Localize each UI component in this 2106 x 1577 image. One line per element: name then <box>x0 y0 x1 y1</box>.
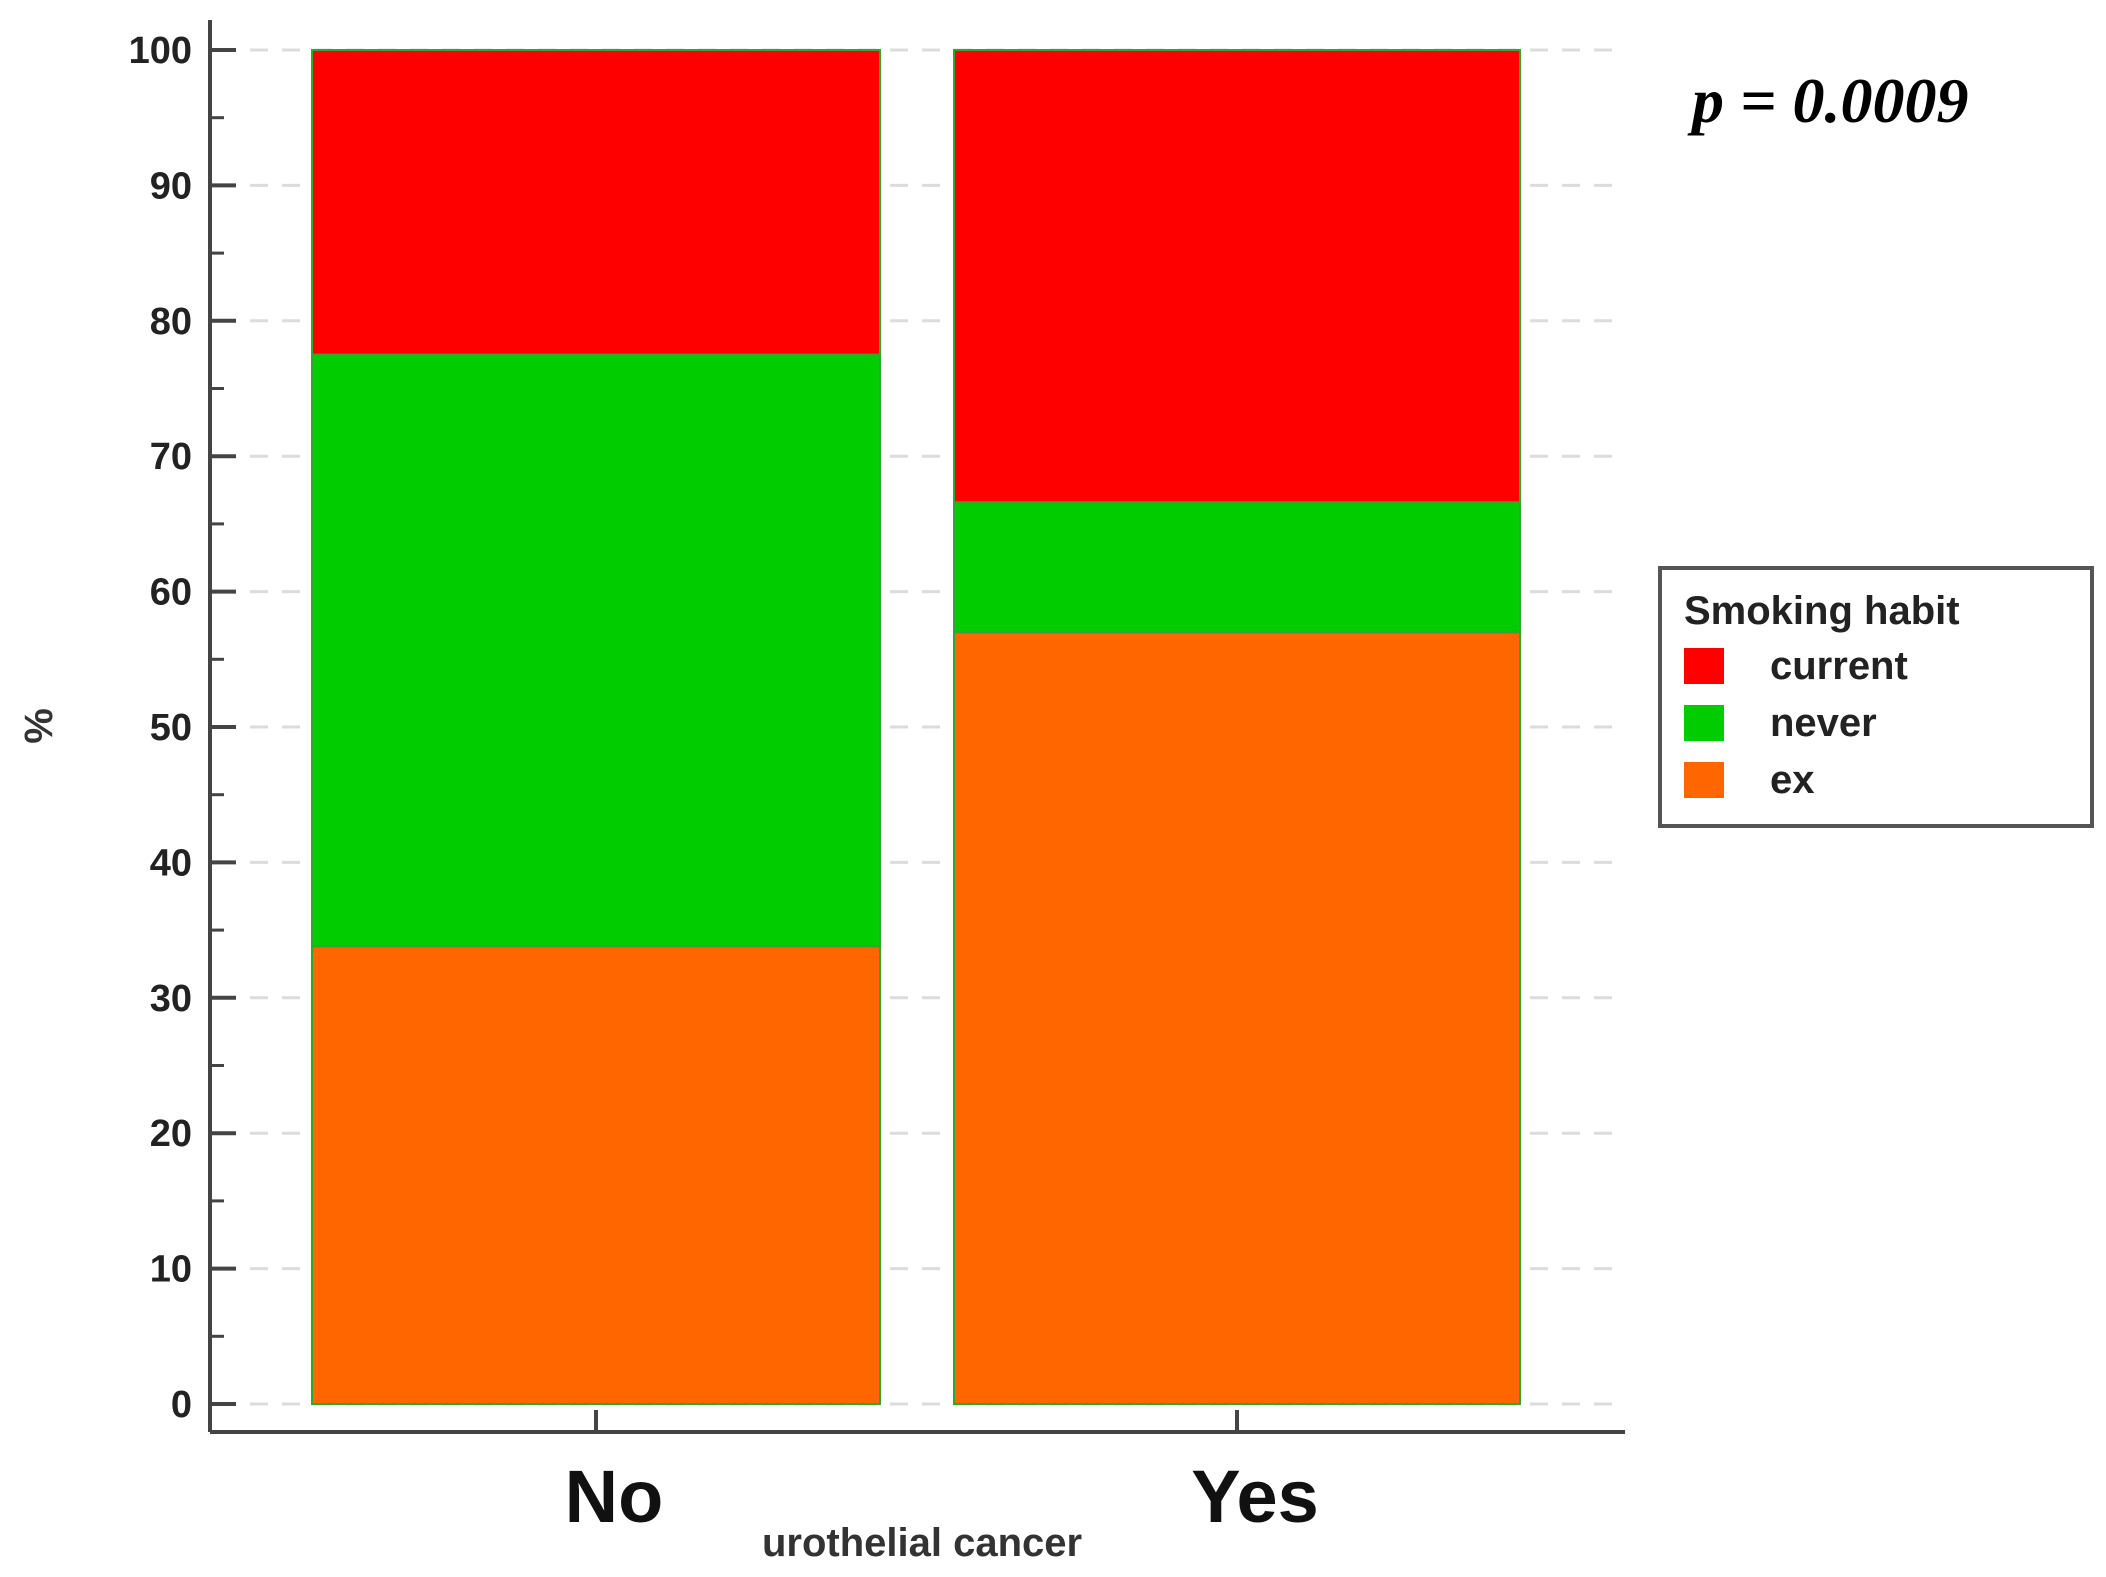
legend-label-current: current <box>1770 644 1908 688</box>
y-tick-label: 30 <box>150 978 192 1020</box>
y-tick-label: 90 <box>150 165 192 207</box>
legend-swatch-ex <box>1684 762 1724 798</box>
p-value-annotation: p = 0.0009 <box>1687 65 1968 136</box>
x-category-label: Yes <box>1191 1455 1319 1538</box>
x-category-label: No <box>565 1455 664 1538</box>
y-ticks: 0 10 20 30 40 50 60 70 80 90 100 <box>129 30 236 1426</box>
legend-swatch-never <box>1684 705 1724 741</box>
legend-label-never: never <box>1770 701 1877 745</box>
y-tick-label: 20 <box>150 1113 192 1155</box>
y-axis-title: % <box>17 708 61 744</box>
bar-segment-never-no <box>311 353 881 948</box>
bar-segment-never-yes <box>953 501 1521 634</box>
bar-segment-ex-yes <box>953 631 1521 1405</box>
y-tick-label: 60 <box>150 572 192 614</box>
legend-label-ex: ex <box>1770 758 1815 802</box>
y-tick-label: 0 <box>171 1384 192 1426</box>
x-ticks: No Yes <box>565 1410 1319 1538</box>
legend: Smoking habit current never ex <box>1658 566 2094 828</box>
legend-box <box>1658 566 2094 828</box>
bars <box>311 49 1521 1406</box>
legend-entries: current never ex <box>1684 644 1908 802</box>
y-tick-label: 40 <box>150 842 192 884</box>
legend-title: Smoking habit <box>1684 589 1960 633</box>
bar-segment-current-no <box>311 49 881 356</box>
y-tick-label: 100 <box>129 30 192 72</box>
y-tick-label: 10 <box>150 1249 192 1291</box>
y-tick-label: 70 <box>150 436 192 478</box>
x-axis-title: urothelial cancer <box>762 1521 1082 1565</box>
bar-segment-current-yes <box>953 49 1521 504</box>
legend-swatch-current <box>1684 648 1724 684</box>
y-tick-label: 80 <box>150 301 192 343</box>
y-tick-label: 50 <box>150 707 192 749</box>
bar-segment-ex-no <box>311 945 881 1406</box>
